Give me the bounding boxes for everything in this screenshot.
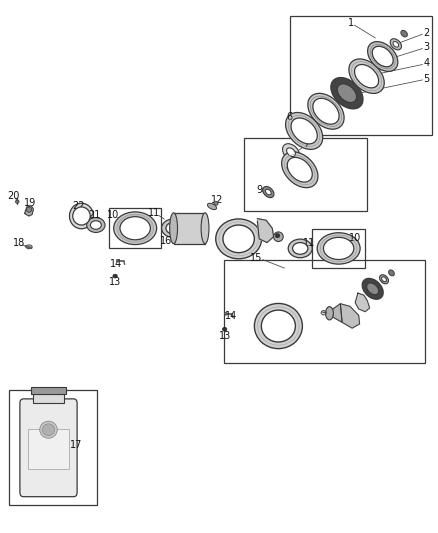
Ellipse shape: [40, 421, 57, 438]
Bar: [9, 390, 97, 505]
Text: 11: 11: [303, 238, 315, 247]
Text: 2: 2: [423, 28, 430, 38]
Bar: [173, 213, 205, 244]
Ellipse shape: [113, 274, 117, 278]
Text: 10: 10: [107, 211, 120, 221]
Ellipse shape: [223, 225, 254, 253]
Ellipse shape: [26, 207, 32, 212]
Bar: [312, 229, 365, 268]
Text: 6: 6: [286, 111, 293, 122]
Ellipse shape: [317, 233, 360, 264]
Text: 20: 20: [7, 191, 20, 201]
Ellipse shape: [288, 239, 312, 258]
Ellipse shape: [201, 213, 209, 244]
Ellipse shape: [224, 312, 227, 315]
Text: 7: 7: [303, 139, 310, 149]
Text: 22: 22: [72, 201, 85, 211]
Ellipse shape: [214, 201, 218, 205]
Text: 14: 14: [225, 311, 237, 321]
Bar: [244, 138, 367, 211]
Ellipse shape: [87, 217, 105, 232]
Ellipse shape: [216, 219, 261, 259]
Text: 8: 8: [285, 161, 291, 172]
Text: 16: 16: [159, 236, 172, 246]
Ellipse shape: [261, 310, 295, 342]
Ellipse shape: [325, 306, 333, 320]
FancyBboxPatch shape: [20, 399, 77, 497]
Bar: [224, 260, 425, 364]
Ellipse shape: [380, 274, 389, 284]
Ellipse shape: [283, 144, 300, 161]
Ellipse shape: [42, 424, 55, 435]
Ellipse shape: [166, 222, 181, 234]
Text: 3: 3: [424, 43, 429, 52]
Ellipse shape: [170, 213, 177, 244]
Ellipse shape: [354, 64, 378, 88]
Ellipse shape: [254, 303, 302, 349]
Ellipse shape: [265, 189, 271, 195]
Ellipse shape: [263, 187, 274, 198]
Ellipse shape: [337, 84, 357, 102]
Ellipse shape: [223, 327, 227, 331]
Ellipse shape: [381, 277, 386, 282]
Text: 1: 1: [348, 18, 354, 28]
Bar: [33, 393, 64, 403]
Text: 13: 13: [109, 278, 121, 287]
Polygon shape: [258, 219, 274, 243]
Ellipse shape: [282, 152, 318, 188]
Ellipse shape: [393, 42, 399, 47]
Ellipse shape: [291, 118, 317, 144]
Ellipse shape: [120, 216, 150, 240]
Ellipse shape: [208, 203, 216, 209]
Ellipse shape: [401, 30, 407, 37]
Ellipse shape: [116, 260, 119, 262]
Bar: [290, 15, 432, 135]
Text: 21: 21: [88, 210, 101, 220]
Bar: [109, 208, 161, 248]
Ellipse shape: [349, 59, 384, 93]
Polygon shape: [329, 304, 342, 322]
Ellipse shape: [70, 203, 93, 229]
Ellipse shape: [331, 77, 363, 109]
Text: 15: 15: [251, 253, 263, 263]
Text: 13: 13: [219, 330, 231, 341]
Text: 18: 18: [13, 238, 25, 248]
Ellipse shape: [73, 207, 90, 225]
Ellipse shape: [367, 283, 379, 295]
Ellipse shape: [293, 243, 308, 254]
Ellipse shape: [389, 270, 394, 276]
Text: 11: 11: [148, 208, 160, 219]
Text: 10: 10: [349, 233, 361, 243]
Ellipse shape: [114, 212, 157, 245]
Text: 4: 4: [424, 59, 429, 68]
Ellipse shape: [313, 98, 339, 124]
Polygon shape: [340, 304, 360, 328]
Ellipse shape: [276, 233, 280, 238]
Ellipse shape: [15, 200, 19, 203]
Polygon shape: [25, 206, 33, 216]
Text: 17: 17: [70, 440, 82, 450]
Ellipse shape: [286, 148, 296, 157]
Ellipse shape: [323, 237, 354, 260]
Polygon shape: [355, 293, 370, 312]
Ellipse shape: [274, 232, 283, 241]
Text: 12: 12: [211, 195, 223, 205]
Ellipse shape: [90, 221, 101, 229]
Text: 19: 19: [24, 198, 36, 208]
Text: 14: 14: [110, 259, 122, 269]
Ellipse shape: [287, 157, 312, 182]
Bar: [28, 429, 69, 469]
Ellipse shape: [162, 219, 186, 238]
Bar: [31, 386, 66, 393]
Ellipse shape: [362, 278, 383, 299]
Ellipse shape: [372, 46, 393, 67]
Text: 9: 9: [256, 185, 262, 195]
Ellipse shape: [390, 39, 402, 50]
Ellipse shape: [286, 112, 323, 149]
Ellipse shape: [367, 42, 398, 71]
Text: 5: 5: [423, 75, 430, 84]
Ellipse shape: [308, 93, 344, 129]
